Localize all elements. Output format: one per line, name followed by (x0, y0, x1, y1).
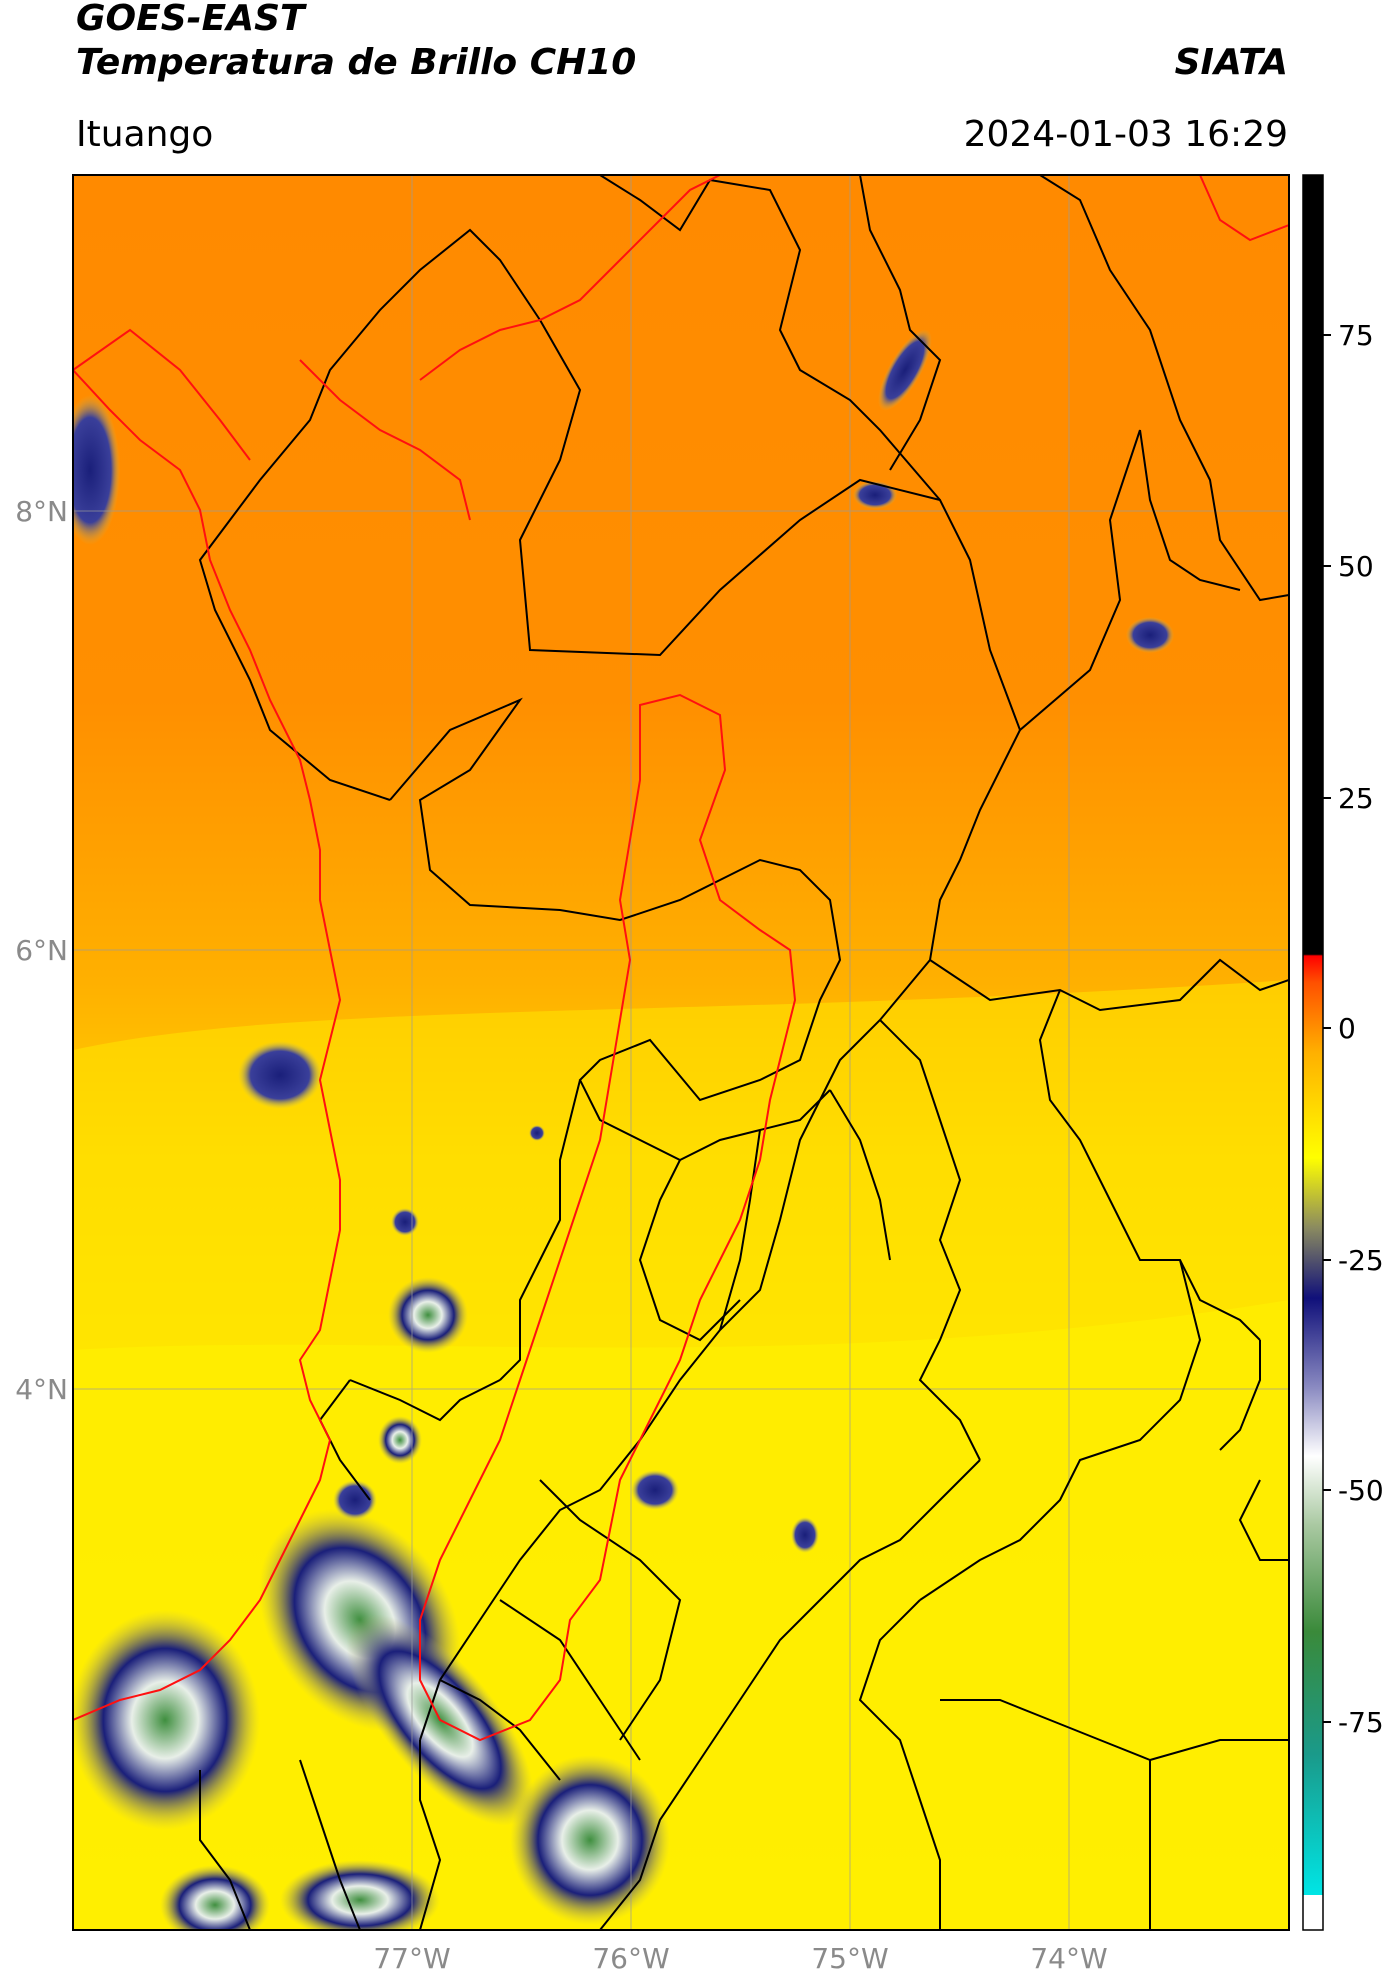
lon-tick-label: 76°W (592, 1942, 669, 1975)
lon-tick-label: 77°W (373, 1942, 450, 1975)
colorbar-tick-label: 50 (1338, 550, 1374, 583)
colorbar-gradient (1302, 174, 1324, 1931)
colorbar-tick-label: 0 (1338, 1012, 1356, 1045)
lat-tick-label: 8°N (15, 495, 68, 528)
cold-cloud (378, 1416, 422, 1464)
cold-cloud (631, 1470, 679, 1510)
map-frame (72, 174, 1290, 1931)
colorbar-ticks (1323, 334, 1331, 1723)
cold-cloud (333, 1480, 377, 1520)
colorbar-tick-label: 75 (1338, 319, 1374, 352)
colorbar-tick-label: 25 (1338, 782, 1374, 815)
mild-zone-south (73, 1300, 1289, 1930)
cold-cloud (529, 1125, 545, 1141)
lon-tick-label: 75°W (811, 1942, 888, 1975)
gridlines (73, 175, 1289, 1930)
lat-tick-label: 6°N (15, 934, 68, 967)
cold-cloud (853, 481, 897, 509)
datetime-label: 2024-01-03 16:29 (963, 114, 1288, 155)
cold-cloud (238, 1041, 322, 1109)
lon-tick-label: 74°W (1030, 1942, 1107, 1975)
cold-cloud (73, 1610, 260, 1830)
cold-cloud (510, 1755, 670, 1925)
lat-tick-label: 4°N (15, 1373, 68, 1406)
cold-cloud (388, 1277, 468, 1353)
cold-cloud (791, 1517, 819, 1553)
colorbar: 75 50 25 0 -25 -50 -75 (1302, 174, 1384, 1931)
coastline (73, 175, 1289, 1721)
satellite-title: GOES-EAST (76, 0, 305, 39)
colorbar-tick-label: -50 (1338, 1474, 1384, 1507)
cold-cloud (73, 395, 120, 545)
admin-boundaries (198, 175, 1289, 1930)
colorbar-tick-label: -75 (1338, 1706, 1384, 1739)
cold-cloud (391, 1208, 419, 1236)
map-field (73, 175, 1289, 1930)
product-title: Temperatura de Brillo CH10 (76, 42, 637, 83)
colorbar-tick-label: -25 (1338, 1244, 1384, 1277)
cold-cloud (280, 1860, 440, 1930)
ituango-basin-outline (419, 693, 797, 1742)
cold-cloud (878, 329, 932, 411)
organization-label: SIATA (1174, 42, 1288, 83)
region-label: Ituango (76, 114, 214, 155)
cold-cloud (1126, 617, 1174, 653)
cold-cloud (160, 1865, 270, 1930)
